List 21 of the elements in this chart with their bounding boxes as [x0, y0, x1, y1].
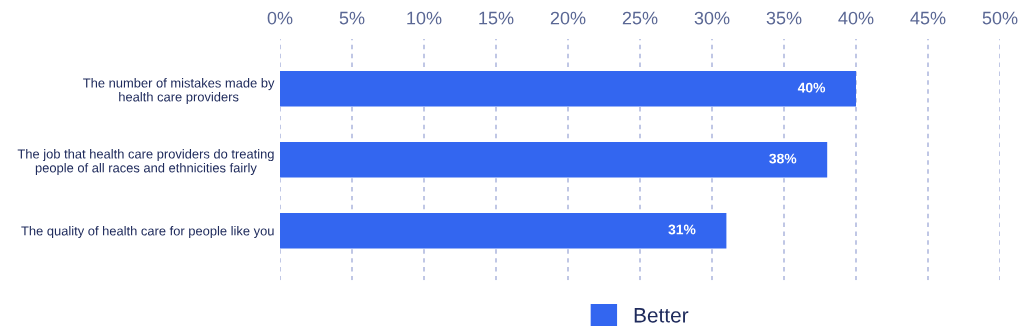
x-tick-label: 40% — [838, 11, 874, 25]
x-tick-label: 35% — [766, 11, 802, 25]
data-label: 40% — [797, 82, 826, 93]
x-tick-label: 0% — [267, 11, 293, 25]
x-tick-label: 50% — [982, 11, 1018, 25]
bar — [280, 212, 727, 249]
x-tick-label: 10% — [407, 11, 442, 25]
x-tick-label: 25% — [622, 11, 658, 25]
y-tick-label: The number of mistakes made by health care providers — [83, 78, 275, 105]
legend-label: Better — [634, 308, 689, 323]
y-tick-label: The job that health care providers do treating people of all races and ethnicities fairly — [17, 149, 274, 175]
x-tick-label: 15% — [479, 11, 514, 25]
x-tick-label: 45% — [910, 11, 946, 25]
data-label: 31% — [668, 224, 696, 235]
x-tick-label: 20% — [550, 11, 586, 25]
y-tick-label: The quality of health care for people like you — [21, 226, 274, 239]
x-tick-label: 30% — [694, 11, 730, 25]
bar — [280, 142, 828, 178]
data-label: 38% — [769, 153, 797, 164]
bar — [280, 71, 856, 107]
x-tick-label: 5% — [339, 11, 365, 25]
